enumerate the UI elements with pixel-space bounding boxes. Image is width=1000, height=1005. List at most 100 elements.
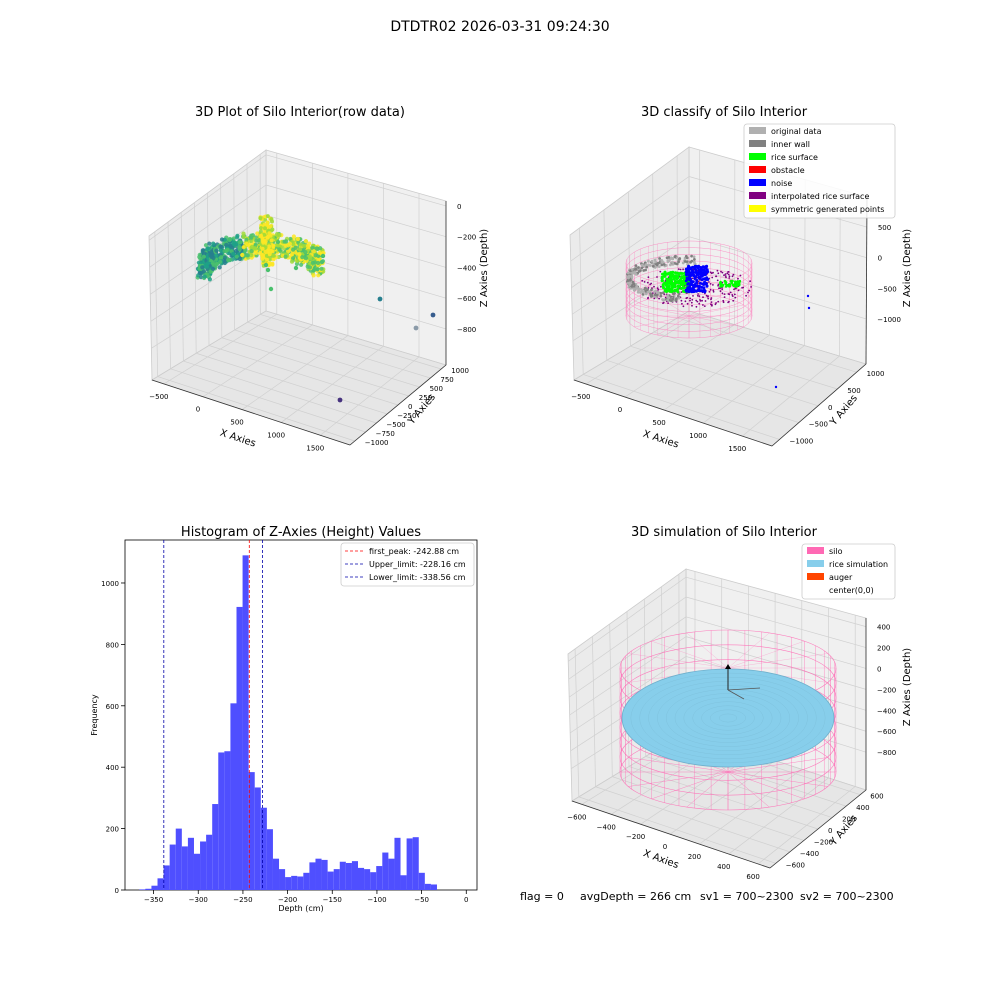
classify-3d-wall-point bbox=[635, 273, 638, 276]
classify-3d-wall-point bbox=[693, 258, 696, 261]
histogram-bar bbox=[255, 787, 261, 890]
classify-3d-interp-point bbox=[704, 305, 706, 307]
classify-3d-interp-point bbox=[748, 290, 750, 292]
classify-3d-wall-point bbox=[693, 255, 696, 258]
classify-3d-legend-swatch bbox=[749, 179, 766, 186]
status-flag: flag = 0 bbox=[520, 890, 564, 903]
histogram-bar bbox=[322, 860, 328, 890]
classify-3d-noise-point bbox=[700, 286, 703, 289]
classify-3d-legend-swatch bbox=[749, 153, 766, 160]
histogram-panel: Histogram of Z-Axies (Height) Values −35… bbox=[90, 525, 477, 913]
classify-3d-legend-label: symmetric generated points bbox=[771, 205, 884, 214]
classify-3d-interp-point bbox=[729, 275, 731, 277]
simulation-3d-legend-label: center(0,0) bbox=[829, 586, 874, 595]
histogram-bar bbox=[176, 829, 182, 890]
classify-3d-x-tick-label: 500 bbox=[652, 419, 665, 427]
classify-3d-rice-point bbox=[662, 284, 665, 287]
classify-3d-rice-point bbox=[726, 284, 729, 287]
classify-3d-interp-point bbox=[649, 284, 651, 286]
raw-3d-point bbox=[218, 265, 222, 269]
classify-3d-rice-point bbox=[734, 281, 737, 284]
classify-3d-interp-point bbox=[707, 295, 709, 297]
classify-3d-rice-point bbox=[669, 280, 672, 283]
histogram-bar bbox=[334, 869, 340, 890]
simulation-3d-legend-swatch bbox=[807, 573, 824, 580]
classify-3d-noise-point bbox=[688, 267, 691, 270]
classify-3d-interp-point bbox=[691, 299, 693, 301]
raw-3d-point bbox=[264, 263, 268, 267]
classify-3d-interp-point bbox=[731, 294, 733, 296]
classify-3d-wall-point bbox=[684, 260, 687, 263]
classify-3d-y-tick-label: 1000 bbox=[867, 370, 885, 378]
histogram-legend-label: Lower_limit: -338.56 cm bbox=[369, 573, 466, 582]
classify-3d-interp-point bbox=[724, 293, 726, 295]
histogram-bar bbox=[376, 866, 382, 890]
simulation-3d-x-tick-label: −600 bbox=[567, 813, 586, 821]
classify-3d-noise-point bbox=[702, 283, 705, 286]
classify-3d-wall-point bbox=[645, 263, 648, 266]
classify-3d-interp-point bbox=[711, 272, 713, 274]
classify-3d-interp-point bbox=[678, 268, 680, 270]
classify-3d-interp-point bbox=[689, 298, 691, 300]
classify-3d-interp-point bbox=[660, 286, 662, 288]
classify-3d-wall-point bbox=[627, 272, 630, 275]
classify-3d-interp-point bbox=[682, 268, 684, 270]
classify-3d-wall-point bbox=[667, 259, 670, 262]
classify-3d-rice-point bbox=[661, 279, 664, 282]
raw-3d-point bbox=[264, 250, 268, 254]
simulation-3d-panel: 3D simulation of Silo Interior −600−400−… bbox=[567, 525, 913, 881]
raw-3d-y-tick-label: −500 bbox=[386, 421, 405, 429]
classify-3d-interp-point bbox=[725, 273, 727, 275]
classify-3d-interp-point bbox=[740, 275, 742, 277]
classify-3d-interp-point bbox=[699, 299, 701, 301]
raw-3d-point bbox=[304, 256, 308, 260]
classify-3d-noise-point bbox=[697, 265, 700, 268]
raw-3d-point bbox=[277, 247, 281, 251]
classify-3d-wall-point bbox=[649, 264, 652, 267]
raw-3d-point bbox=[266, 268, 270, 272]
classify-3d-rice-point bbox=[737, 281, 740, 284]
raw-3d-point bbox=[260, 253, 264, 257]
classify-3d-noise-point bbox=[685, 279, 688, 282]
classify-3d-panel: 3D classify of Silo Interior −5000500100… bbox=[570, 105, 913, 453]
status-sv1: sv1 = 700~2300 bbox=[700, 890, 794, 903]
classify-3d-x-tick-label: 0 bbox=[618, 406, 622, 414]
raw-3d-title: 3D Plot of Silo Interior(row data) bbox=[195, 105, 405, 120]
raw-3d-point bbox=[291, 248, 295, 252]
classify-3d-interp-point bbox=[722, 300, 724, 302]
histogram-bar bbox=[328, 872, 334, 890]
classify-3d-interp-point bbox=[667, 302, 669, 304]
histogram-bar bbox=[431, 884, 437, 890]
simulation-3d-x-tick-label: 400 bbox=[717, 863, 730, 871]
histogram-bar bbox=[218, 752, 224, 890]
raw-3d-point bbox=[296, 237, 300, 241]
classify-3d-noise-point bbox=[686, 283, 689, 286]
raw-3d-point bbox=[246, 253, 250, 257]
histogram-x-tick-label: −100 bbox=[367, 896, 386, 904]
histogram-bar bbox=[164, 865, 170, 890]
classify-3d-noise-point bbox=[696, 285, 699, 288]
simulation-3d-z-tick-label: −200 bbox=[877, 686, 896, 694]
raw-3d-outlier-point bbox=[431, 313, 436, 318]
classify-3d-rice-point bbox=[674, 274, 677, 277]
classify-3d-legend-swatch bbox=[749, 166, 766, 173]
classify-3d-interp-point bbox=[697, 293, 699, 295]
raw-3d-z-tick-label: −400 bbox=[457, 264, 476, 272]
classify-3d-interp-point bbox=[710, 283, 712, 285]
classify-3d-interp-point bbox=[707, 298, 709, 300]
classify-3d-wall-point bbox=[677, 295, 680, 298]
classify-3d-wall-point bbox=[661, 260, 664, 263]
classify-3d-rice-point bbox=[675, 289, 678, 292]
classify-3d-wall-point bbox=[634, 268, 637, 271]
simulation-3d-z-tick-label: 200 bbox=[877, 645, 890, 653]
classify-3d-interp-point bbox=[718, 287, 720, 289]
classify-3d-rice-point bbox=[670, 290, 673, 293]
raw-3d-point bbox=[254, 251, 258, 255]
classify-3d-wall-point bbox=[678, 258, 681, 261]
raw-3d-point bbox=[304, 239, 308, 243]
raw-3d-point bbox=[267, 231, 271, 235]
classify-3d-interp-point bbox=[696, 306, 698, 308]
classify-3d-noise-point bbox=[687, 273, 690, 276]
